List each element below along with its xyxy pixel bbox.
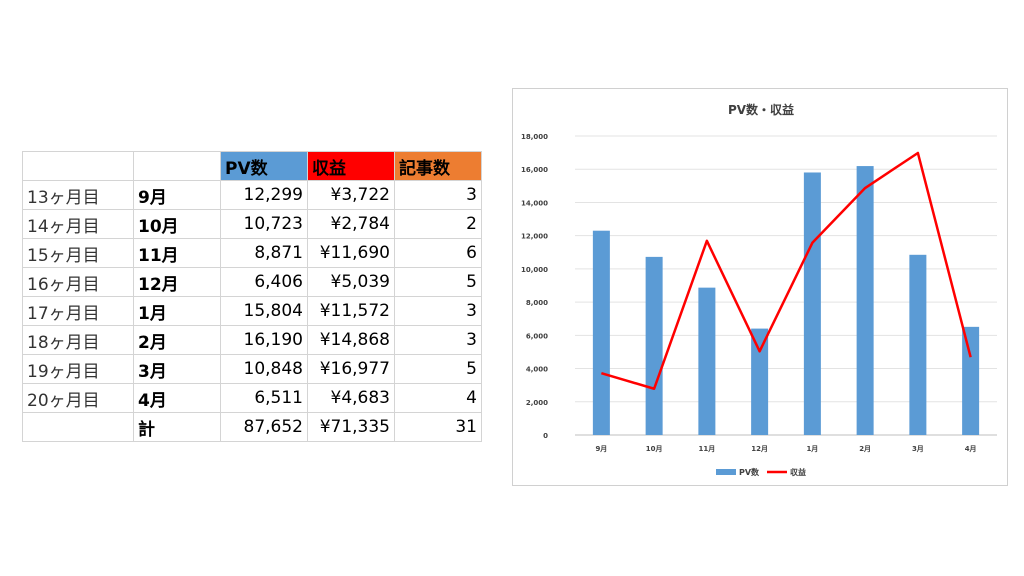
header-cell: PV数 — [220, 151, 308, 181]
bar-pv — [856, 166, 874, 435]
chart-container: PV数・収益 0 2,000 4,000 6,000 8,000 10,000 12,000 1… — [512, 88, 1008, 486]
table-cell: 10,848 — [220, 354, 308, 384]
table-header-row: PV数 収益 記事数 — [22, 151, 482, 181]
y-tick-label: 2,000 — [526, 399, 548, 407]
table-cell: 6,511 — [220, 383, 308, 413]
x-tick-label: 9月 — [595, 445, 607, 453]
table-cell: 2月 — [133, 325, 221, 355]
bar-pv — [909, 254, 927, 435]
x-tick-label: 4月 — [965, 445, 977, 453]
table-cell: ¥11,690 — [307, 238, 395, 268]
table-row: 19ヶ月目 3月 10,848 ¥16,977 5 — [22, 354, 482, 384]
y-tick-label: 0 — [543, 432, 548, 440]
table-cell: 17ヶ月目 — [22, 296, 134, 326]
y-tick-label: 16,000 — [521, 166, 548, 174]
x-tick-label: 2月 — [859, 445, 871, 453]
header-cell: 記事数 — [394, 151, 482, 181]
y-tick-label: 6,000 — [526, 332, 548, 340]
bar-pv — [592, 230, 610, 435]
x-tick-label: 1月 — [806, 445, 818, 453]
table-cell: 31 — [394, 412, 482, 442]
line-revenue — [601, 151, 972, 391]
table-cell: 3月 — [133, 354, 221, 384]
combo-chart: PV数・収益 0 2,000 4,000 6,000 8,000 10,000 12,000 1… — [521, 102, 997, 477]
table-cell: 5 — [394, 267, 482, 297]
x-tick-label: 10月 — [646, 445, 663, 453]
header-cell — [22, 151, 134, 181]
table-cell: 3 — [394, 296, 482, 326]
table-cell: ¥71,335 — [307, 412, 395, 442]
table-cell: 2 — [394, 209, 482, 239]
table-cell: 10月 — [133, 209, 221, 239]
y-tick-label: 4,000 — [526, 366, 548, 374]
table-cell: 16ヶ月目 — [22, 267, 134, 297]
table-cell: 15,804 — [220, 296, 308, 326]
data-table-body: PV数 収益 記事数 13ヶ月目 9月 12,299 ¥3,722 3 14ヶ月目 10月 10,7… — [22, 151, 482, 442]
bar-pv — [803, 172, 821, 435]
table-cell — [22, 412, 134, 442]
table-row: 13ヶ月目 9月 12,299 ¥3,722 3 — [22, 180, 482, 210]
table-cell: 5 — [394, 354, 482, 384]
table-cell: 3 — [394, 325, 482, 355]
header-cell — [133, 151, 221, 181]
table-cell: 20ヶ月目 — [22, 383, 134, 413]
table-cell: ¥3,722 — [307, 180, 395, 210]
table-row: 20ヶ月目 4月 6,511 ¥4,683 4 — [22, 383, 482, 413]
y-tick-label: 8,000 — [526, 299, 548, 307]
table-cell: ¥16,977 — [307, 354, 395, 384]
table-cell: 87,652 — [220, 412, 308, 442]
bar-pv — [698, 287, 716, 435]
y-tick-label: 14,000 — [521, 199, 548, 207]
table-cell: ¥11,572 — [307, 296, 395, 326]
x-tick-label: 11月 — [699, 445, 716, 453]
table-cell: 12,299 — [220, 180, 308, 210]
table-cell: 15ヶ月目 — [22, 238, 134, 268]
table-cell: 1月 — [133, 296, 221, 326]
table-cell: 11月 — [133, 238, 221, 268]
bar-pv — [645, 256, 663, 435]
table-cell: 4 — [394, 383, 482, 413]
table-cell: 14ヶ月目 — [22, 209, 134, 239]
bar-pv — [962, 326, 980, 435]
table-cell: 19ヶ月目 — [22, 354, 134, 384]
table-cell: 13ヶ月目 — [22, 180, 134, 210]
table-cell: 8,871 — [220, 238, 308, 268]
header-cell: 収益 — [307, 151, 395, 181]
legend-swatch-pv — [716, 469, 736, 475]
table-cell: 9月 — [133, 180, 221, 210]
y-tick-label: 10,000 — [521, 266, 548, 274]
table-cell: 6 — [394, 238, 482, 268]
legend-label-pv: PV数 — [739, 467, 760, 477]
y-tick-label: 18,000 — [521, 133, 548, 141]
table-row: 18ヶ月目 2月 16,190 ¥14,868 3 — [22, 325, 482, 355]
table-cell: 4月 — [133, 383, 221, 413]
table-total-row: 計 87,652 ¥71,335 31 — [22, 412, 482, 442]
table-cell: 16,190 — [220, 325, 308, 355]
table-cell: ¥2,784 — [307, 209, 395, 239]
table-cell: ¥14,868 — [307, 325, 395, 355]
table-cell: ¥5,039 — [307, 267, 395, 297]
table-row: 16ヶ月目 12月 6,406 ¥5,039 5 — [22, 267, 482, 297]
table-cell: 6,406 — [220, 267, 308, 297]
x-tick-label: 3月 — [912, 445, 924, 453]
bar-pv — [751, 328, 769, 435]
table-row: 14ヶ月目 10月 10,723 ¥2,784 2 — [22, 209, 482, 239]
table-cell: 18ヶ月目 — [22, 325, 134, 355]
chart-title: PV数・収益 — [728, 102, 794, 117]
table-cell: 12月 — [133, 267, 221, 297]
table-cell: 10,723 — [220, 209, 308, 239]
table-row: 17ヶ月目 1月 15,804 ¥11,572 3 — [22, 296, 482, 326]
legend-label-revenue: 収益 — [790, 467, 806, 477]
table-cell: 計 — [133, 412, 221, 442]
table-row: 15ヶ月目 11月 8,871 ¥11,690 6 — [22, 238, 482, 268]
table-cell: ¥4,683 — [307, 383, 395, 413]
x-tick-label: 12月 — [751, 445, 768, 453]
table-cell: 3 — [394, 180, 482, 210]
data-table: PV数 収益 記事数 13ヶ月目 9月 12,299 ¥3,722 3 14ヶ月目 10月 10,7… — [22, 151, 482, 442]
y-tick-label: 12,000 — [521, 233, 548, 241]
